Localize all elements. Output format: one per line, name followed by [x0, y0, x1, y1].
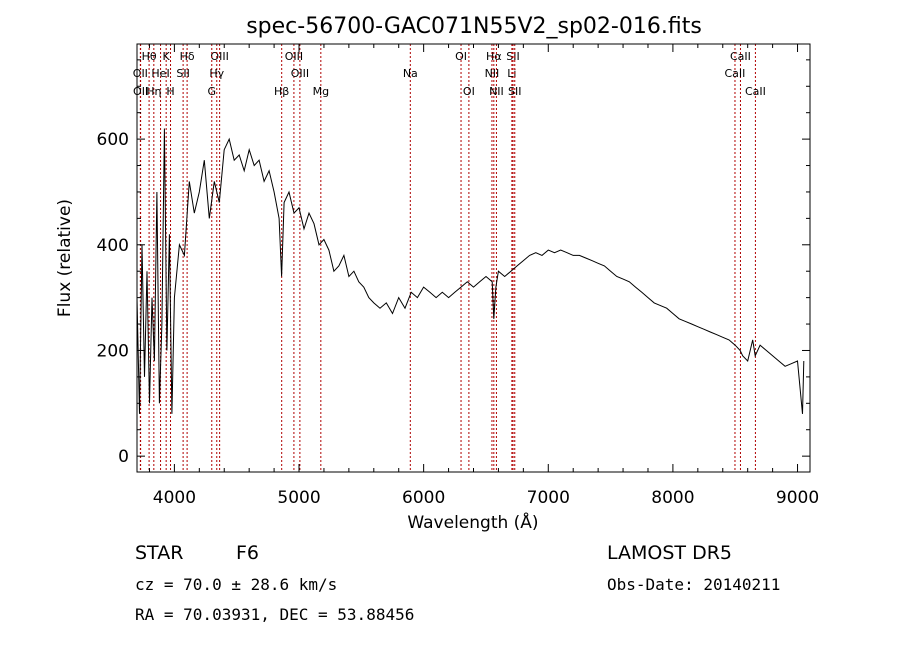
line-label: OIII: [291, 67, 309, 80]
line-label: OIII: [210, 50, 228, 63]
line-label: Hθ: [142, 50, 157, 63]
line-label: G: [208, 85, 217, 98]
x-tick-label: 4000: [153, 488, 196, 508]
y-tick-label: 0: [118, 447, 129, 467]
line-label: Hβ: [274, 85, 289, 98]
x-tick-label: 9000: [776, 488, 819, 508]
object-type: STAR: [135, 542, 183, 564]
line-label: OI: [455, 50, 467, 63]
spectrum-line: [136, 128, 805, 414]
x-tick-label: 8000: [651, 488, 694, 508]
line-label: OIII: [285, 50, 303, 63]
line-label: Mg: [313, 85, 329, 98]
line-label: Hη: [146, 85, 161, 98]
line-label: CaII: [725, 67, 746, 80]
line-label: CaII: [730, 50, 751, 63]
line-label: HeI: [151, 67, 169, 80]
line-label: NII: [489, 85, 504, 98]
x-axis-label: Wavelength (Å): [407, 511, 538, 533]
line-label: SII: [508, 85, 521, 98]
redshift-cz: cz = 70.0 ± 28.6 km/s: [135, 575, 337, 594]
line-label: CaII: [745, 85, 766, 98]
line-label: SII: [176, 67, 189, 80]
line-label: OI: [463, 85, 475, 98]
x-tick-label: 7000: [527, 488, 570, 508]
line-label: SII: [506, 50, 519, 63]
survey-name: LAMOST DR5: [607, 542, 732, 564]
line-label: Na: [403, 67, 418, 80]
plot-frame: [136, 43, 811, 473]
obs-date: Obs-Date: 20140211: [607, 575, 780, 594]
line-label: Hγ: [209, 67, 224, 80]
spectrum-series-layer: [136, 128, 805, 414]
line-label: K: [163, 50, 171, 63]
line-label: Li: [507, 67, 516, 80]
y-tick-label: 600: [97, 130, 129, 150]
chart-title: spec-56700-GAC071N55V2_sp02-016.fits: [246, 14, 702, 39]
subclass: F6: [236, 542, 259, 564]
y-tick-label: 200: [97, 341, 129, 361]
line-label: Hδ: [180, 50, 195, 63]
x-tick-label: 5000: [277, 488, 320, 508]
line-label: Hα: [486, 50, 502, 63]
line-label: NII: [485, 67, 500, 80]
x-tick-label: 6000: [402, 488, 445, 508]
y-tick-label: 400: [97, 236, 129, 256]
y-axis-label: Flux (relative): [55, 199, 75, 317]
axis-ticks-layer: 4000 5000 6000 7000 8000 9000 0 200 400 600: [97, 44, 819, 508]
line-label: H: [166, 85, 174, 98]
coordinates: RA = 70.03931, DEC = 53.88456: [135, 605, 414, 624]
